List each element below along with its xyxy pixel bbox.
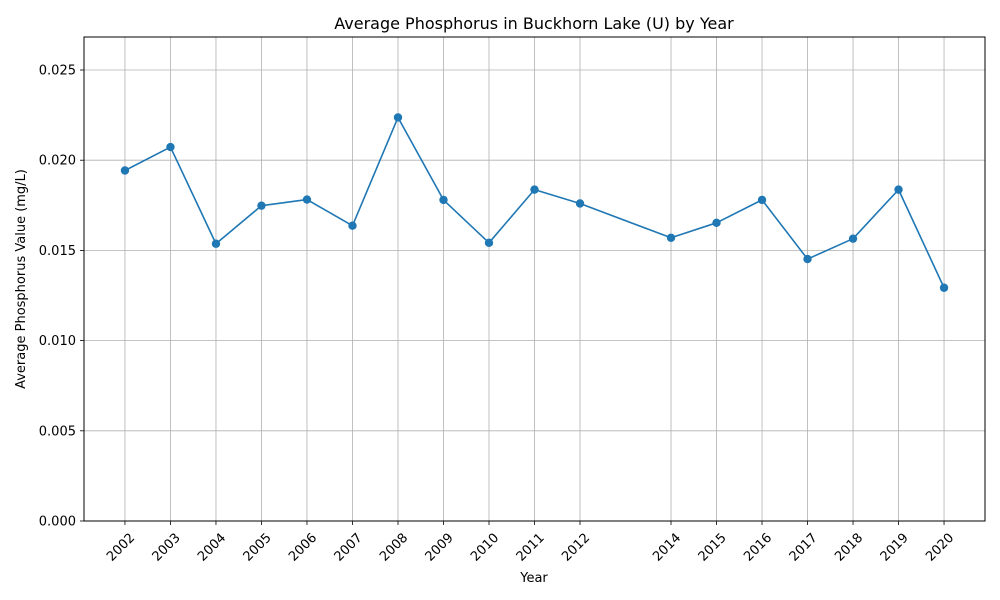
- data-point: [757, 195, 767, 205]
- y-tick-label: 0.025: [39, 64, 76, 79]
- data-point: [939, 283, 949, 292]
- series-line: [124, 116, 945, 289]
- data-point: [166, 142, 175, 152]
- x-axis-label: Year: [519, 571, 548, 586]
- data-point: [120, 166, 130, 175]
- data-point: [803, 254, 812, 264]
- grid: [84, 37, 985, 522]
- data-point: [894, 185, 903, 194]
- y-tick-label: 0.005: [39, 424, 76, 439]
- data-point: [848, 234, 858, 243]
- data-point: [302, 195, 312, 204]
- chart-title: Average Phosphorus in Buckhorn Lake (U) …: [334, 14, 734, 33]
- data-point: [439, 195, 448, 205]
- data-point: [712, 218, 721, 228]
- data-point: [393, 113, 403, 122]
- data-point: [257, 201, 266, 210]
- y-tick-label: 0.015: [39, 244, 76, 259]
- data-point: [484, 238, 494, 248]
- y-tick-label: 0.010: [39, 334, 76, 349]
- data-point: [530, 185, 539, 194]
- plot-frame: [83, 36, 986, 522]
- series: [120, 113, 949, 292]
- data-point: [211, 239, 221, 248]
- y-tick-label: 0.000: [39, 515, 76, 530]
- data-point: [575, 199, 585, 208]
- y-tick-label: 0.020: [39, 154, 76, 169]
- y-axis-label: Average Phosphorus Value (mg/L): [14, 169, 29, 389]
- data-point: [666, 233, 676, 242]
- data-point: [348, 221, 357, 230]
